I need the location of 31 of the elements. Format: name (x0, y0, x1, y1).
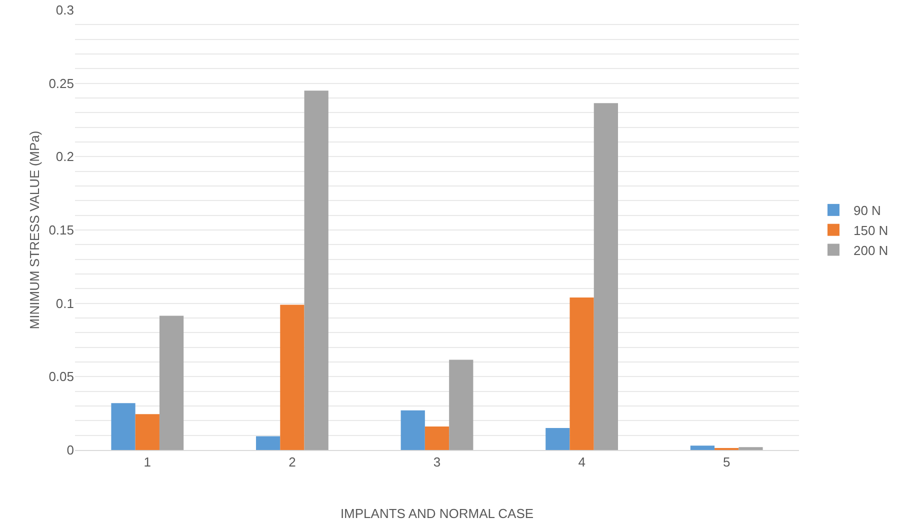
x-tick-label: 4 (578, 454, 586, 470)
y-tick-label: 0.1 (56, 296, 74, 311)
y-tick-label: 0.3 (56, 2, 74, 18)
y-tick-label: 0.05 (48, 369, 74, 384)
y-tick-label: 0.25 (48, 76, 74, 91)
legend-label: 90 N (853, 203, 881, 218)
bar (256, 436, 280, 450)
bar (400, 410, 425, 450)
bar (280, 304, 304, 450)
x-tick-label: 5 (722, 454, 730, 470)
legend-label: 200 N (853, 242, 888, 258)
bar (570, 297, 594, 450)
y-tick-label: 0.15 (48, 222, 74, 238)
legend-label: 150 N (853, 222, 888, 238)
y-tick-label: 0 (66, 442, 74, 458)
bar (111, 403, 136, 450)
bar (159, 316, 184, 450)
x-tick-label: 3 (433, 454, 441, 470)
x-tick-label: 1 (144, 454, 152, 470)
x-tick-label: 2 (288, 454, 296, 470)
bar (594, 103, 618, 450)
x-axis-title: IMPLANTS AND NORMAL CASE (340, 506, 534, 522)
bar (304, 90, 328, 450)
y-tick-label: 0.2 (56, 149, 74, 164)
bar (738, 447, 763, 450)
bar (135, 414, 160, 450)
bar (690, 446, 715, 450)
bar (546, 428, 570, 450)
bar (424, 426, 450, 450)
y-axis-title: MINIMUM STRESS VALUE (MPa) (27, 130, 42, 330)
bar (449, 360, 474, 450)
